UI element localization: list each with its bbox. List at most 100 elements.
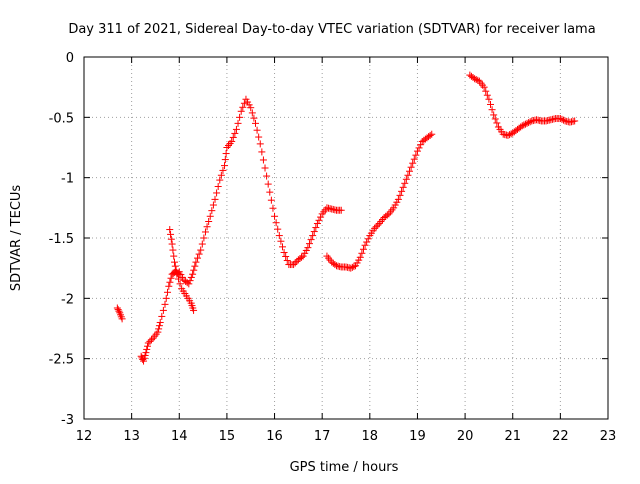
data-point [483, 91, 491, 99]
data-point [396, 191, 404, 199]
data-point [208, 207, 216, 215]
data-point [304, 244, 312, 252]
data-point [266, 188, 274, 196]
data-point [222, 150, 230, 158]
y-tick-label: -1.5 [49, 232, 74, 247]
data-point [374, 221, 382, 229]
data-point [356, 253, 364, 261]
data-point [194, 254, 202, 262]
y-tick-label: -2 [61, 292, 74, 307]
data-point [269, 204, 277, 212]
data-point [491, 115, 499, 123]
data-point [144, 339, 152, 347]
data-point [310, 228, 318, 236]
data-point [166, 278, 174, 286]
data-point [168, 240, 176, 248]
data-point [213, 189, 221, 197]
data-point [521, 120, 529, 128]
data-point [158, 312, 166, 320]
data-point [189, 270, 197, 278]
data-point [272, 219, 280, 227]
data-point [307, 236, 315, 244]
data-point [174, 275, 182, 283]
data-point [426, 131, 434, 139]
chart-title: Day 311 of 2021, Sidereal Day-to-day VTE… [68, 22, 595, 37]
data-point [298, 253, 306, 261]
data-point [312, 224, 320, 232]
x-tick-label: 15 [219, 429, 236, 444]
data-point [488, 106, 496, 114]
data-point [162, 294, 170, 302]
data-point [409, 159, 417, 167]
data-point [219, 166, 227, 174]
data-point [217, 171, 225, 179]
data-series [113, 71, 579, 365]
data-point [142, 349, 150, 357]
data-point [236, 113, 244, 121]
data-point [200, 234, 208, 242]
data-point [172, 266, 180, 274]
data-point [480, 83, 488, 91]
data-point [415, 144, 423, 152]
data-point [275, 232, 283, 240]
data-point [191, 262, 199, 270]
data-point [221, 156, 229, 164]
data-point [118, 315, 126, 323]
data-point [280, 248, 288, 256]
data-point [240, 99, 248, 107]
data-point [291, 259, 299, 267]
data-point [472, 76, 480, 84]
data-point [161, 300, 169, 308]
y-tick-label: 0 [66, 51, 74, 66]
data-point [485, 95, 493, 103]
data-point [250, 114, 258, 122]
y-tick-label: -1 [61, 172, 74, 187]
data-point [248, 109, 256, 117]
data-point [155, 322, 163, 330]
data-point [209, 201, 217, 209]
data-point [206, 212, 214, 220]
x-tick-label: 17 [314, 429, 331, 444]
data-point [143, 345, 151, 353]
data-point [523, 119, 531, 127]
data-point [402, 175, 410, 183]
data-point [211, 195, 219, 203]
data-point [165, 282, 173, 290]
data-point [490, 111, 498, 119]
data-point [493, 119, 501, 127]
data-point [203, 223, 211, 231]
data-point [317, 213, 325, 221]
data-point [359, 245, 367, 253]
data-point [229, 133, 237, 141]
data-point [313, 220, 321, 228]
data-point [167, 230, 175, 238]
data-point [167, 235, 175, 243]
data-point [407, 163, 415, 171]
data-point [399, 183, 407, 191]
data-point [264, 180, 272, 188]
data-point [525, 119, 533, 127]
x-tick-label: 23 [600, 429, 617, 444]
data-point [114, 306, 122, 314]
data-point [115, 307, 123, 315]
data-point [263, 172, 271, 180]
data-point [171, 262, 179, 270]
data-point [394, 195, 402, 203]
data-point [169, 246, 177, 254]
data-point [214, 183, 222, 191]
data-point [228, 137, 236, 145]
data-point [221, 162, 229, 170]
data-point [274, 225, 282, 233]
data-point [347, 264, 355, 272]
x-tick-label: 12 [76, 429, 93, 444]
data-point [171, 258, 179, 266]
x-tick-label: 19 [409, 429, 426, 444]
data-point [267, 196, 275, 204]
data-point [337, 206, 345, 214]
data-point [156, 318, 164, 326]
data-point [413, 147, 421, 155]
data-point [255, 133, 263, 141]
x-tick-label: 22 [552, 429, 569, 444]
